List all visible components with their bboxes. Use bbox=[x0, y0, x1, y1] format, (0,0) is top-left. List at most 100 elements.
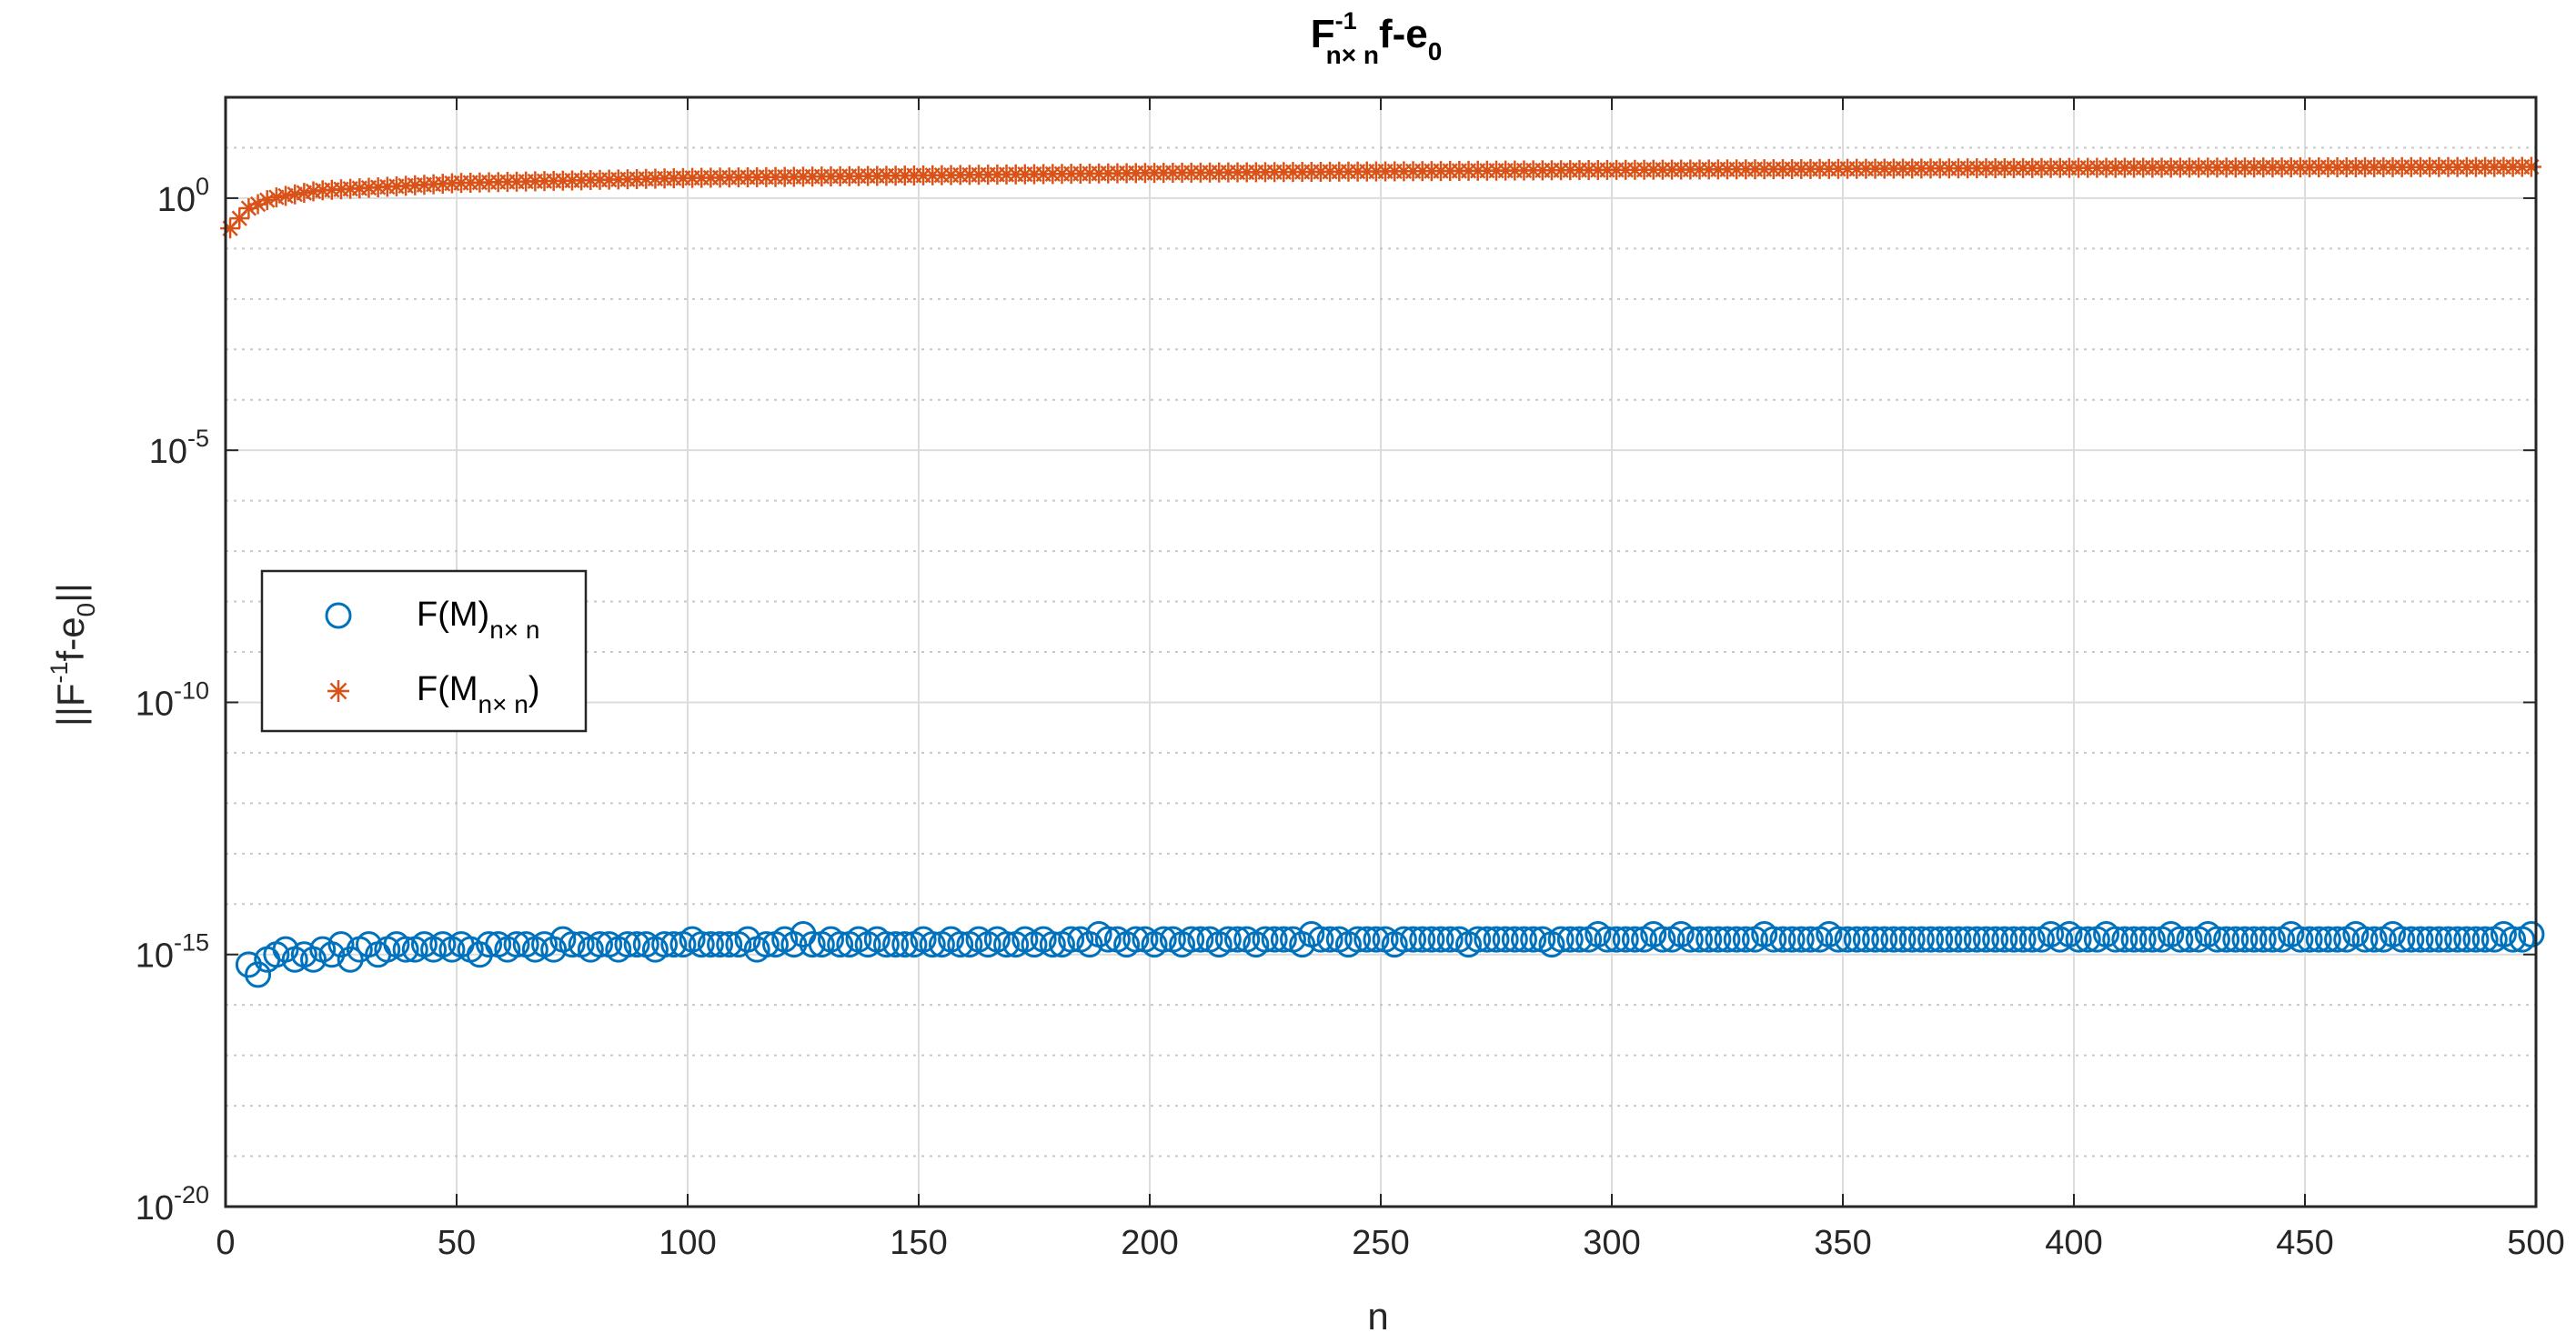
data-point-circle bbox=[300, 946, 327, 973]
data-point-circle bbox=[2240, 926, 2268, 953]
data-point-circle bbox=[2462, 926, 2490, 953]
data-point-circle bbox=[2259, 926, 2286, 953]
data-point-circle bbox=[2324, 926, 2351, 953]
ticks: 0 50 100 150 200 250 300 350 400 450 500 100 10-5 10-… bbox=[136, 97, 2565, 1262]
data-point-circle bbox=[2249, 926, 2277, 953]
data-point-circle bbox=[1760, 926, 1787, 953]
data-point-circle bbox=[1436, 926, 1464, 953]
data-point-circle bbox=[1769, 926, 1796, 953]
data-point-circle bbox=[1787, 926, 1815, 953]
legend-entry-1-subscript: n× n bbox=[489, 616, 539, 644]
data-point-circle bbox=[872, 931, 900, 958]
data-point-circle bbox=[1261, 926, 1288, 953]
chart-title: F-1 n× nf-e0 bbox=[1311, 7, 1443, 69]
data-point-circle bbox=[1565, 926, 1593, 953]
data-point-circle bbox=[2351, 926, 2379, 953]
x-tick-label: 500 bbox=[2507, 1224, 2564, 1262]
data-point-circle bbox=[540, 936, 568, 963]
data-point-circle bbox=[1464, 926, 1492, 953]
data-point-circle bbox=[1880, 926, 1907, 953]
data-point-circle bbox=[235, 951, 262, 978]
legend-entry-2-suffix: ) bbox=[528, 670, 540, 708]
data-point-circle bbox=[1621, 926, 1648, 953]
data-point-circle bbox=[1252, 926, 1279, 953]
x-tick-label: 400 bbox=[2045, 1224, 2102, 1262]
data-point-circle bbox=[1307, 926, 1334, 953]
data-point-circle bbox=[2129, 926, 2157, 953]
data-point-circle bbox=[2444, 926, 2471, 953]
data-point-circle bbox=[1705, 926, 1732, 953]
data-point-circle bbox=[1409, 926, 1436, 953]
data-point-circle bbox=[716, 931, 743, 958]
data-point-circle bbox=[1778, 926, 1806, 953]
data-point-circle bbox=[1501, 926, 1528, 953]
x-tick-label: 300 bbox=[1583, 1224, 1640, 1262]
data-point-circle bbox=[2074, 926, 2101, 953]
data-point-circle bbox=[780, 931, 808, 958]
data-point-circle bbox=[2287, 926, 2314, 953]
data-point-circle bbox=[2296, 926, 2323, 953]
data-point-circle bbox=[1825, 926, 1852, 953]
data-point-circle bbox=[2222, 926, 2249, 953]
data-point-circle bbox=[1723, 926, 1750, 953]
data-point-circle bbox=[2416, 926, 2443, 953]
data-point-circle bbox=[1732, 926, 1759, 953]
data-point-circle bbox=[1510, 926, 1537, 953]
x-tick-label: 450 bbox=[2276, 1224, 2333, 1262]
legend: F(M)n× n F(Mn× n) bbox=[260, 569, 588, 733]
data-point-circle bbox=[1907, 926, 1935, 953]
data-point-circle bbox=[2018, 926, 2046, 953]
data-point-circle bbox=[1316, 926, 1343, 953]
x-tick-label: 150 bbox=[890, 1224, 947, 1262]
data-point-circle bbox=[651, 931, 679, 958]
data-point-circle bbox=[827, 931, 854, 958]
data-point-circle bbox=[1991, 926, 2018, 953]
data-point-circle bbox=[1178, 926, 1205, 953]
data-point-circle bbox=[503, 931, 530, 958]
x-axis-label: n bbox=[1367, 1295, 1388, 1338]
data-point-circle bbox=[1603, 926, 1630, 953]
title-base: F bbox=[1311, 12, 1335, 56]
data-point-circle bbox=[947, 931, 974, 958]
data-point-circle bbox=[2389, 926, 2416, 953]
y-tick-label: 100 bbox=[157, 173, 209, 219]
data-point-circle bbox=[1936, 926, 1963, 953]
data-point-circle bbox=[1344, 926, 1372, 953]
data-point-circle bbox=[1862, 926, 1889, 953]
data-point-circle bbox=[1418, 926, 1445, 953]
data-point-circle bbox=[1289, 931, 1316, 958]
ylabel-superscript: -1 bbox=[45, 661, 73, 683]
data-point-circle bbox=[2453, 926, 2480, 953]
legend-entry-2-subscript: n× n bbox=[478, 690, 528, 718]
data-point-circle bbox=[1224, 926, 1252, 953]
legend-marker-circle bbox=[325, 602, 352, 629]
series-f-m-circles bbox=[235, 921, 2545, 988]
data-point-circle bbox=[707, 931, 734, 958]
data-point-circle bbox=[734, 926, 761, 953]
data-point-circle bbox=[1676, 926, 1704, 953]
x-tick-label: 250 bbox=[1352, 1224, 1409, 1262]
data-point-circle bbox=[882, 931, 910, 958]
data-point-circle bbox=[2120, 926, 2148, 953]
legend-entry-1-name: F(M) bbox=[417, 596, 489, 634]
data-point-circle bbox=[919, 931, 946, 958]
data-point-star bbox=[2521, 156, 2541, 177]
data-point-circle bbox=[392, 936, 419, 963]
series-f-m-stars bbox=[220, 156, 2541, 239]
data-point-circle bbox=[891, 931, 919, 958]
y-tick-label: 10-15 bbox=[136, 929, 209, 976]
data-point-circle bbox=[1649, 926, 1676, 953]
data-point-circle bbox=[1039, 931, 1066, 958]
x-tick-label: 200 bbox=[1121, 1224, 1178, 1262]
data-point-circle bbox=[2111, 926, 2138, 953]
grid bbox=[226, 97, 2536, 1207]
ylabel-suffix: || bbox=[49, 583, 92, 603]
data-point-circle bbox=[337, 946, 364, 973]
data-point-circle bbox=[558, 931, 586, 958]
ylabel-middle: f-e bbox=[49, 616, 92, 661]
data-point-circle bbox=[993, 931, 1021, 958]
data-point-circle bbox=[1889, 926, 1917, 953]
data-point-circle bbox=[1483, 926, 1510, 953]
data-point-circle bbox=[2500, 926, 2527, 953]
data-point-circle bbox=[2213, 926, 2240, 953]
